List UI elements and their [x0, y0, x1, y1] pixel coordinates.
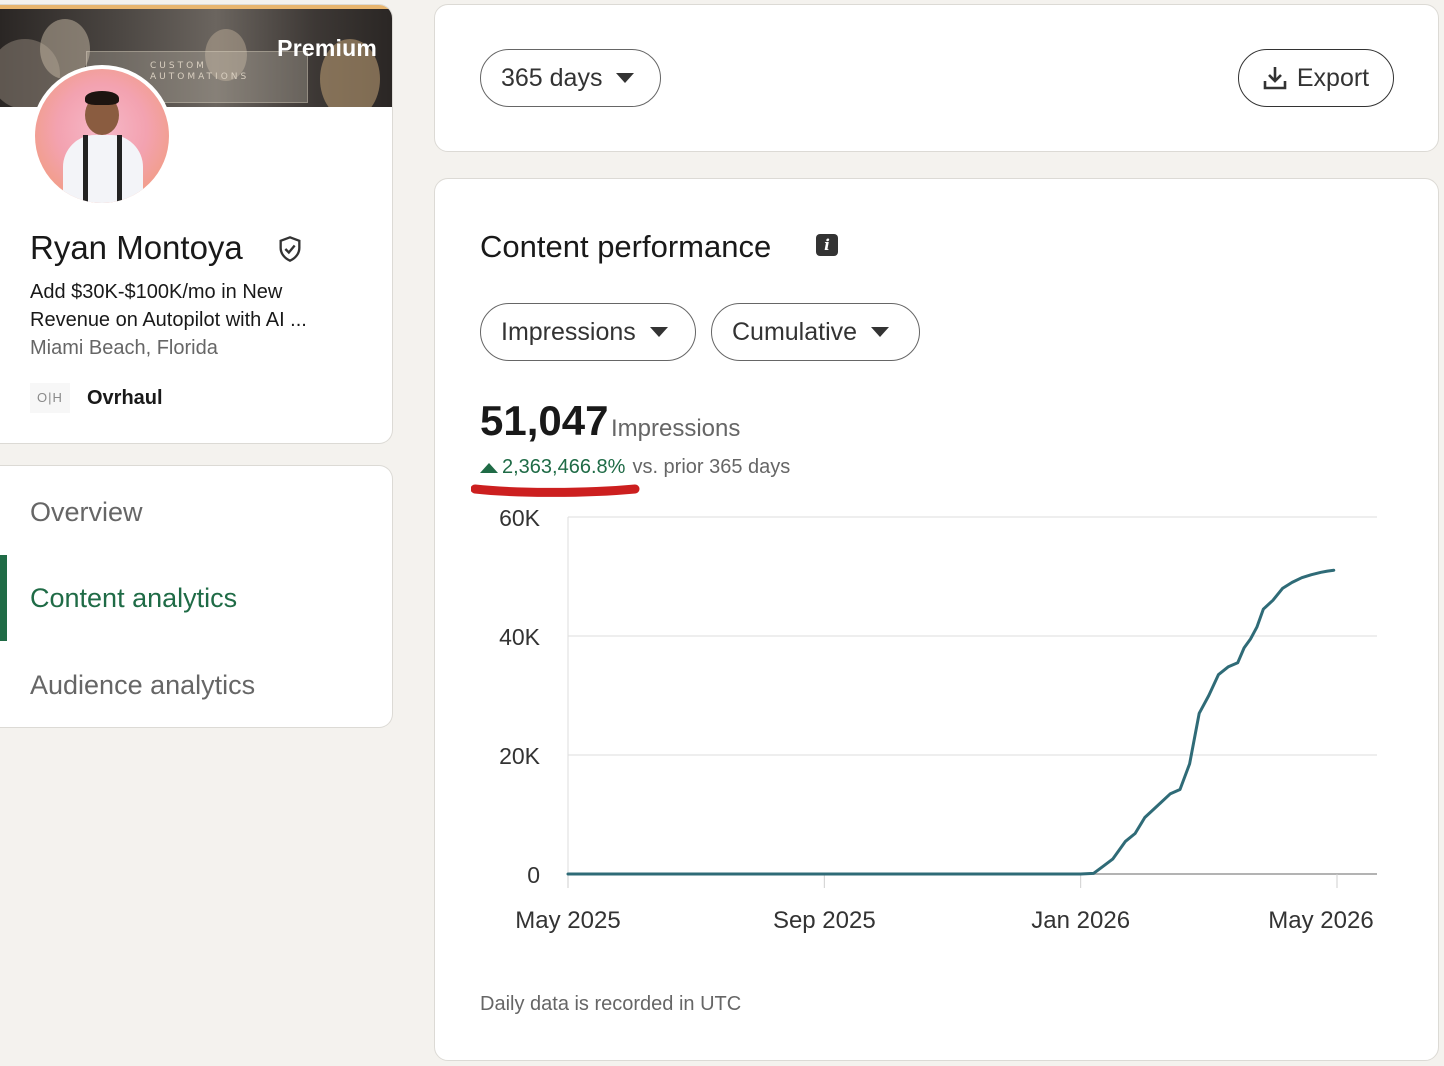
total-impressions-label: Impressions: [611, 415, 741, 442]
company-name[interactable]: Ovrhaul: [87, 387, 163, 409]
analytics-nav: Overview Content analytics Audience anal…: [0, 465, 393, 728]
metric-dropdown[interactable]: Impressions: [480, 303, 696, 361]
arrow-up-icon: [480, 462, 498, 473]
red-underline-annotation: [471, 484, 640, 497]
change-indicator: 2,363,466.8% vs. prior 365 days: [480, 456, 790, 479]
content-performance-card: Content performance i Impressions Cumula…: [434, 178, 1439, 1061]
change-percent: 2,363,466.8%: [502, 456, 626, 478]
y-tick-label: 40K: [499, 624, 541, 650]
caret-down-icon: [871, 327, 890, 337]
export-button-label: Export: [1296, 63, 1370, 92]
profile-location: Miami Beach, Florida: [30, 337, 218, 359]
profile-banner: CUSTOM AUTOMATIONS Premium: [0, 5, 392, 107]
profile-name[interactable]: Ryan Montoya: [30, 229, 243, 266]
caret-down-icon: [616, 73, 635, 83]
caret-down-icon: [649, 327, 668, 337]
y-tick-label: 0: [527, 862, 540, 888]
period-dropdown-label: 365 days: [501, 63, 603, 92]
y-tick-label: 60K: [499, 505, 541, 531]
download-icon: [1263, 67, 1287, 90]
x-tick-label: Jan 2026: [1031, 907, 1130, 934]
section-title: Content performance: [480, 229, 772, 264]
impressions-chart: 0 20K 40K 60K May 2025 Sep 2025 Jan 2026 May 20…: [499, 505, 1377, 934]
profile-headline: Add $30K-$100K/mo in New Revenue on Auto…: [30, 281, 307, 331]
premium-badge: Premium: [277, 35, 377, 61]
verified-shield-icon: [279, 236, 301, 262]
nav-content-analytics[interactable]: Content analytics: [0, 555, 392, 641]
info-icon[interactable]: i: [816, 234, 838, 256]
mode-dropdown-label: Cumulative: [732, 317, 858, 346]
banner-sign-text: CUSTOM AUTOMATIONS: [150, 61, 250, 82]
utc-footnote: Daily data is recorded in UTC: [480, 993, 742, 1015]
y-tick-label: 20K: [499, 743, 541, 769]
x-tick-label: May 2025: [515, 907, 620, 934]
profile-card: CUSTOM AUTOMATIONS Premium Ryan Montoya …: [0, 4, 393, 444]
impressions-series-line: [566, 568, 1336, 876]
mode-dropdown[interactable]: Cumulative: [711, 303, 920, 361]
x-tick-label: May 2026: [1268, 907, 1373, 934]
export-button[interactable]: Export: [1238, 49, 1394, 107]
controls-card: 365 days Export: [434, 4, 1439, 152]
nav-overview[interactable]: Overview: [30, 497, 143, 527]
period-dropdown[interactable]: 365 days: [480, 49, 661, 107]
change-comparison: vs. prior 365 days: [632, 456, 791, 478]
company-logo: O|H: [30, 383, 70, 413]
nav-audience-analytics[interactable]: Audience analytics: [30, 670, 256, 700]
x-tick-label: Sep 2025: [773, 907, 876, 934]
metric-dropdown-label: Impressions: [501, 317, 636, 346]
total-impressions: 51,047: [480, 397, 609, 444]
avatar[interactable]: [31, 65, 173, 207]
